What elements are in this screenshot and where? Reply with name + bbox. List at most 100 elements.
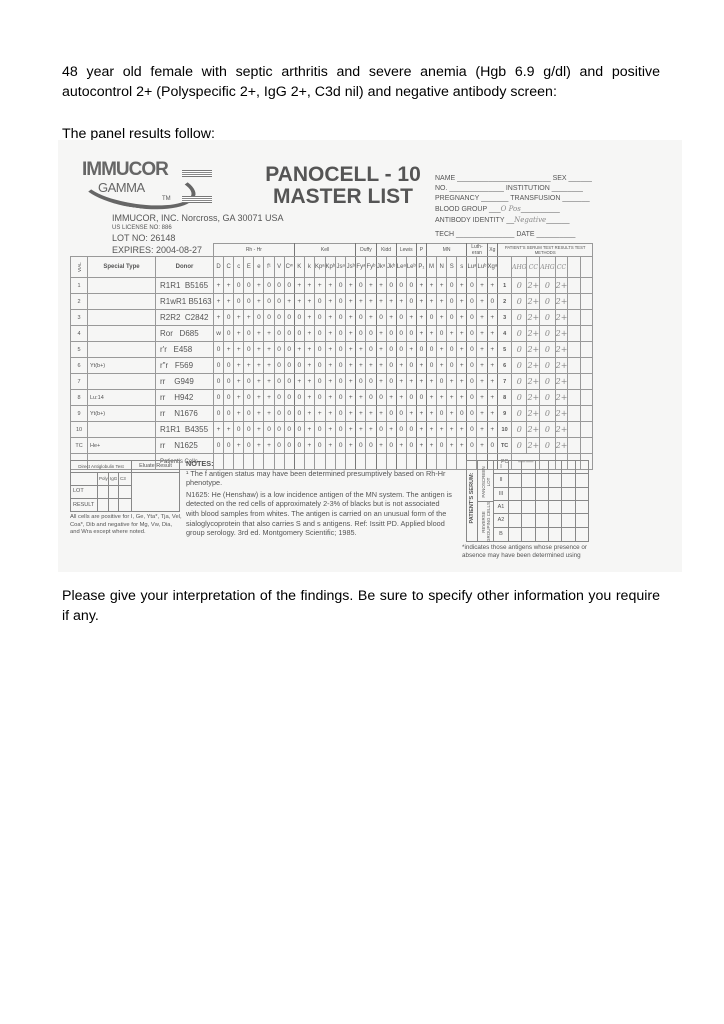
- antigen-reaction: +: [293, 373, 305, 390]
- antigen-reaction: +: [486, 405, 499, 422]
- antigen-reaction: 0: [436, 405, 448, 422]
- serum-result: 2+: [554, 437, 569, 454]
- antigen-header: E: [243, 256, 255, 278]
- screen-cell-result: [576, 461, 588, 473]
- serum-result: 0: [511, 357, 528, 374]
- dat-box: Direct Antiglobulin Test Eluate Result P…: [70, 460, 180, 512]
- antigen-reaction: 0: [263, 277, 275, 294]
- antigen-reaction: 0: [486, 293, 499, 310]
- blood-group-value: O Pos: [500, 205, 521, 213]
- serum-result: [567, 341, 581, 358]
- antigen-reaction: +: [313, 405, 326, 422]
- vial-number: 8: [70, 389, 88, 406]
- screen-cell-result: [562, 500, 576, 514]
- antigen-header: Jsᵇ: [345, 256, 357, 278]
- license-number: US LICENSE NO: 886: [112, 225, 172, 231]
- antigen-reaction: +: [345, 421, 357, 438]
- serum-result: 2+: [526, 325, 541, 342]
- antigen-header: Xgᵃ: [486, 256, 499, 278]
- antigen-reaction: 0: [313, 373, 326, 390]
- special-type: [87, 373, 156, 390]
- antigen-reaction: +: [405, 309, 417, 326]
- antigen-reaction: 0: [283, 357, 295, 374]
- serum-result: [567, 325, 581, 342]
- closing-question: Please give your interpretation of the f…: [62, 588, 660, 624]
- screen-cell-result: [576, 488, 588, 500]
- antigen-header: Luᵇ: [476, 256, 488, 278]
- antigen-header: V: [273, 256, 285, 278]
- antigen-header: Fyᵇ: [365, 256, 377, 278]
- antigen-reaction: +: [436, 389, 448, 406]
- antigen-reaction: 0: [293, 357, 305, 374]
- screen-cell-result: [509, 527, 523, 541]
- antigen-reaction: +: [415, 421, 427, 438]
- vial-number: 9: [70, 405, 88, 422]
- serum-result: 0: [539, 437, 556, 454]
- serum-result: 2+: [554, 309, 569, 326]
- antigen-reaction: 0: [233, 277, 245, 294]
- antigen-reaction: +: [365, 357, 377, 374]
- antigen-reaction: 0: [293, 437, 305, 454]
- donor: R1R1 B4355: [155, 421, 214, 438]
- antigen-reaction: 0: [223, 309, 235, 326]
- screen-cell-row: II: [494, 474, 588, 488]
- antigen-reaction: +: [223, 421, 235, 438]
- antigen-reaction: 0: [466, 309, 478, 326]
- antigen-reaction: 0: [436, 437, 448, 454]
- antigen-reaction: +: [476, 357, 488, 374]
- antigen-reaction: 0: [355, 325, 367, 342]
- screen-cell-result: [562, 474, 576, 487]
- antigen-reaction: +: [303, 309, 315, 326]
- pc-empty: [579, 453, 594, 470]
- screen-cell-label: A2: [494, 514, 509, 527]
- serum-result: 2+: [554, 293, 569, 310]
- antigen-reaction: +: [345, 341, 357, 358]
- antigen-reaction: +: [324, 421, 337, 438]
- donor: rr H942: [155, 389, 214, 406]
- serum-result: 0: [539, 357, 556, 374]
- serum-result: 0: [539, 389, 556, 406]
- antigen-reaction: 0: [273, 293, 285, 310]
- serum-result: 2+: [526, 389, 541, 406]
- result-vial-number: 10: [497, 421, 513, 438]
- result-vial-number: 7: [497, 373, 513, 390]
- antigen-reaction: +: [486, 309, 499, 326]
- antigen-reaction: +: [415, 293, 427, 310]
- group-7: Luth-eran: [466, 243, 488, 257]
- antigen-reaction: 0: [273, 389, 285, 406]
- donor: r'r E458: [155, 341, 214, 358]
- antigen-reaction: 0: [335, 373, 347, 390]
- antigen-reaction: 0: [223, 325, 235, 342]
- screen-cell-result: [536, 487, 549, 500]
- result-vial-number: 4: [497, 325, 513, 342]
- antigen-reaction: 0: [335, 277, 347, 294]
- antigen-reaction: +: [446, 405, 458, 422]
- serum-result: [567, 309, 581, 326]
- antigen-reaction: 0: [243, 389, 255, 406]
- antigen-reaction: +: [436, 357, 448, 374]
- antigen-reaction: 0: [466, 373, 478, 390]
- antigen-reaction: 0: [283, 325, 295, 342]
- antigen-reaction: 0: [243, 325, 255, 342]
- lead-text: The panel results follow:: [62, 126, 215, 142]
- antigen-reaction: 0: [335, 389, 347, 406]
- antigen-reaction: 0: [223, 405, 235, 422]
- antigen-reaction: 0: [335, 405, 347, 422]
- antigen-reaction: 0: [335, 309, 347, 326]
- table-row: 10 R1R1 B4355 + +0 0 +0 0 0 0 +0 +0 + + +0 +0 0 + + + + +0 + +…: [70, 421, 594, 438]
- serum-result: 2+: [554, 405, 569, 422]
- group-1: Kell: [293, 243, 357, 257]
- antigen-reaction: +: [233, 357, 245, 374]
- antigen-reaction: +: [425, 389, 438, 406]
- antigen-reaction: +: [324, 325, 337, 342]
- antigen-reaction: +: [415, 437, 427, 454]
- antigen-header: D: [212, 256, 225, 278]
- screen-cell-row: III: [494, 487, 588, 501]
- screen-cell-result: [562, 514, 576, 527]
- antigen-reaction: 0: [335, 421, 347, 438]
- notes-title: NOTES:: [186, 459, 214, 468]
- antigen-reaction: 0: [313, 357, 326, 374]
- antigen-reaction: 0: [212, 357, 225, 374]
- patient-cell-antigen: [303, 453, 315, 470]
- antigen-reaction: +: [476, 389, 488, 406]
